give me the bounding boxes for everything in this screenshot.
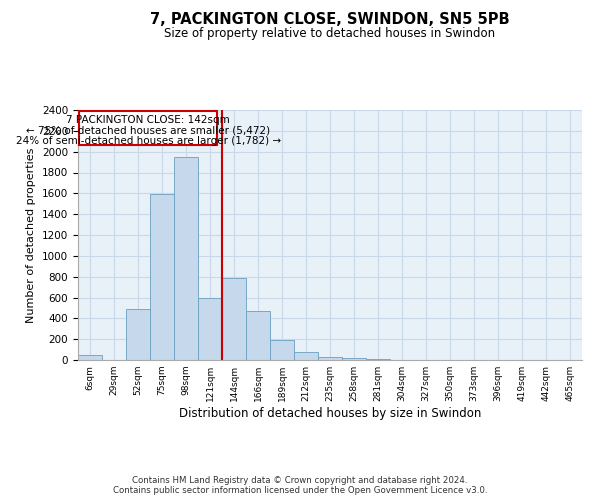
- Bar: [150, 194, 174, 360]
- Y-axis label: Number of detached properties: Number of detached properties: [26, 148, 37, 322]
- Text: Size of property relative to detached houses in Swindon: Size of property relative to detached ho…: [164, 28, 496, 40]
- Bar: [222, 278, 246, 360]
- Text: Contains HM Land Registry data © Crown copyright and database right 2024.
Contai: Contains HM Land Registry data © Crown c…: [113, 476, 487, 495]
- Text: 7 PACKINGTON CLOSE: 142sqm: 7 PACKINGTON CLOSE: 142sqm: [67, 115, 230, 125]
- Text: 24% of semi-detached houses are larger (1,782) →: 24% of semi-detached houses are larger (…: [16, 136, 281, 146]
- Bar: [78, 355, 102, 360]
- Bar: [294, 352, 318, 360]
- Bar: [79, 110, 217, 146]
- Bar: [198, 298, 222, 360]
- Text: ← 75% of detached houses are smaller (5,472): ← 75% of detached houses are smaller (5,…: [26, 126, 270, 136]
- Text: Distribution of detached houses by size in Swindon: Distribution of detached houses by size …: [179, 408, 481, 420]
- Bar: [342, 358, 366, 360]
- Bar: [246, 311, 270, 360]
- Bar: [126, 309, 150, 360]
- Bar: [318, 358, 342, 360]
- Bar: [174, 157, 198, 360]
- Text: 7, PACKINGTON CLOSE, SWINDON, SN5 5PB: 7, PACKINGTON CLOSE, SWINDON, SN5 5PB: [150, 12, 510, 28]
- Bar: [270, 340, 294, 360]
